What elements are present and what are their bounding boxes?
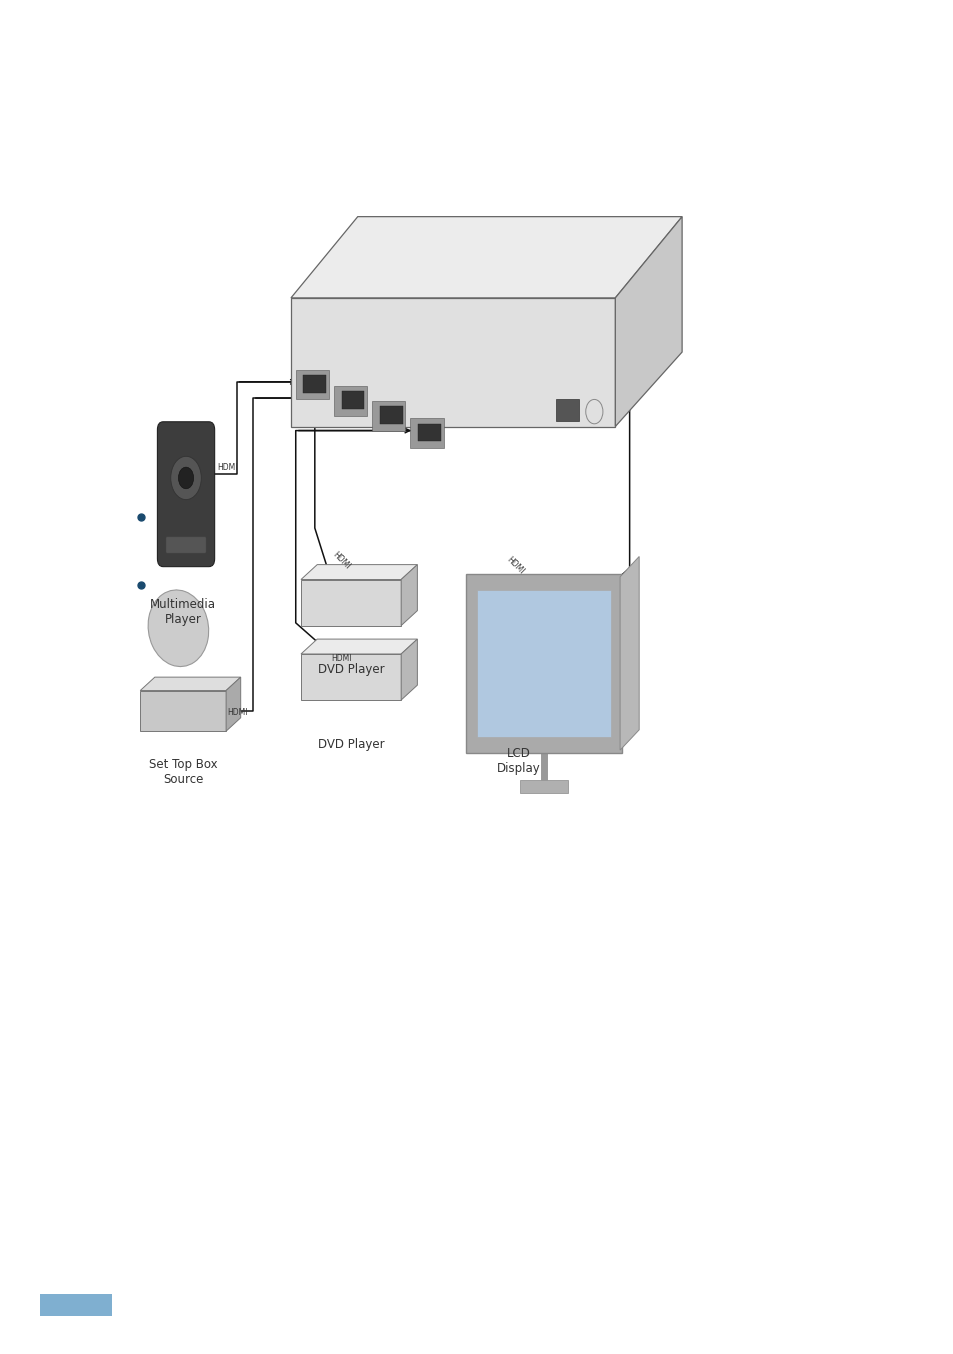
Text: LCD
Display: LCD Display: [497, 747, 540, 776]
FancyBboxPatch shape: [556, 399, 578, 421]
Text: Set Top Box
Source: Set Top Box Source: [149, 758, 217, 787]
Polygon shape: [295, 370, 329, 399]
Text: HDMI: HDMI: [331, 654, 352, 663]
Text: DVD Player: DVD Player: [317, 663, 384, 677]
FancyBboxPatch shape: [519, 780, 567, 793]
Polygon shape: [417, 424, 440, 441]
Text: HDMI: HDMI: [227, 708, 247, 716]
Polygon shape: [303, 375, 326, 393]
Text: Multimedia
Player: Multimedia Player: [150, 598, 216, 627]
Text: HDMI: HDMI: [217, 463, 237, 471]
Polygon shape: [619, 556, 639, 750]
Text: HDMI: HDMI: [331, 551, 352, 571]
Polygon shape: [301, 580, 400, 626]
Polygon shape: [140, 677, 240, 691]
Polygon shape: [400, 565, 416, 626]
Polygon shape: [334, 386, 367, 416]
FancyBboxPatch shape: [465, 574, 621, 753]
Polygon shape: [291, 298, 615, 427]
Polygon shape: [301, 639, 416, 654]
FancyBboxPatch shape: [476, 590, 610, 737]
Polygon shape: [615, 217, 681, 427]
Polygon shape: [341, 391, 364, 409]
Text: DVD Player: DVD Player: [317, 738, 384, 751]
Polygon shape: [226, 677, 240, 731]
Polygon shape: [301, 565, 416, 580]
Circle shape: [178, 467, 193, 489]
Ellipse shape: [148, 590, 209, 666]
Polygon shape: [140, 691, 226, 731]
FancyBboxPatch shape: [166, 536, 206, 552]
Text: HDMI: HDMI: [504, 555, 525, 575]
Polygon shape: [291, 217, 681, 298]
Polygon shape: [301, 654, 400, 700]
FancyBboxPatch shape: [157, 421, 214, 566]
Circle shape: [171, 456, 201, 500]
Polygon shape: [410, 418, 443, 448]
Polygon shape: [400, 639, 416, 700]
Polygon shape: [372, 401, 405, 431]
Polygon shape: [379, 406, 402, 424]
